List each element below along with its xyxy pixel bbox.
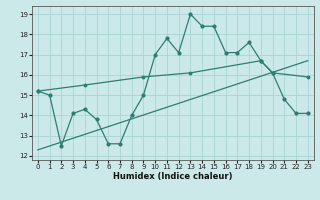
- X-axis label: Humidex (Indice chaleur): Humidex (Indice chaleur): [113, 172, 233, 181]
